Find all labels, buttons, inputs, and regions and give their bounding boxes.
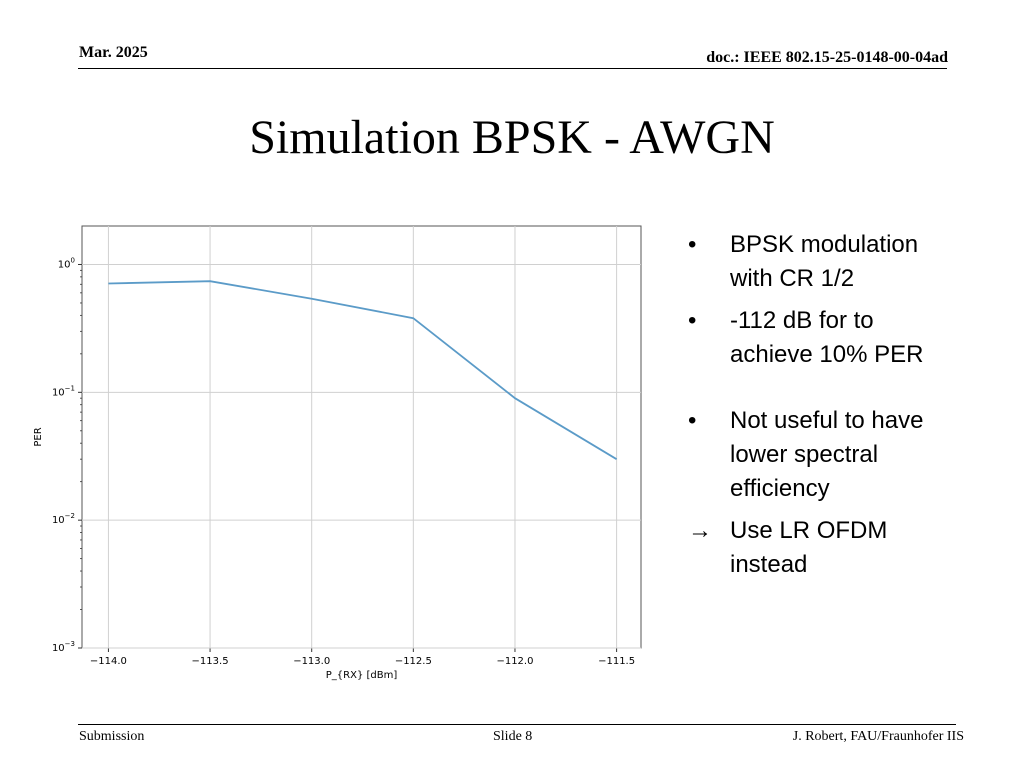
x-tick-label: −113.5 xyxy=(192,656,229,667)
bullet-item: • -112 dB for to achieve 10% PER xyxy=(688,304,958,372)
x-gridlines xyxy=(107,226,618,652)
bullet-item: → Use LR OFDM instead xyxy=(688,514,958,582)
plot-area xyxy=(81,225,642,649)
y-tick-label: 10−3 xyxy=(52,640,75,654)
y-tick-label: 10−2 xyxy=(52,512,75,526)
per-series-line xyxy=(108,280,618,460)
bullet-text: Use LR OFDM instead xyxy=(730,517,888,578)
x-tick-label: −114.0 xyxy=(90,656,127,667)
header-rule xyxy=(78,68,947,69)
x-tick-label: −112.5 xyxy=(395,656,432,667)
footer-author: J. Robert, FAU/Fraunhofer IIS xyxy=(792,729,964,744)
slide-title: Simulation BPSK - AWGN xyxy=(249,111,775,164)
bullet-text: BPSK modulation with CR 1/2 xyxy=(730,231,919,292)
footer-submission: Submission xyxy=(79,729,145,744)
x-axis-label: P_{RX} [dBm] xyxy=(326,670,398,681)
footer-rule xyxy=(78,724,956,725)
arrow-right-icon: → xyxy=(688,517,712,544)
x-tick-label: −113.0 xyxy=(293,656,330,667)
x-tick-labels: −114.0 −113.5 −113.0 −112.5 −112.0 −111.5 xyxy=(90,656,635,667)
y-tick-label: 100 xyxy=(58,256,75,270)
y-gridlines xyxy=(78,263,641,649)
bullet-marker: • xyxy=(688,231,697,258)
bullet-marker: • xyxy=(688,307,697,334)
bullet-marker: • xyxy=(688,407,697,434)
bullet-list: • BPSK modulation with CR 1/2 • -112 dB … xyxy=(688,228,958,582)
y-tick-label: 10−1 xyxy=(52,384,75,398)
y-tick-labels: 100 10−1 10−2 10−3 xyxy=(52,256,75,654)
footer-slide-number: Slide 8 xyxy=(493,729,533,744)
bullet-item: • BPSK modulation with CR 1/2 xyxy=(688,228,958,296)
bullet-text: Not useful to have lower spectral effici… xyxy=(730,407,924,502)
header-date: Mar. 2025 xyxy=(79,44,148,61)
x-tick-label: −112.0 xyxy=(496,656,533,667)
header-doc-id: doc.: IEEE 802.15-25-0148-00-04ad xyxy=(706,49,948,66)
x-tick-label: −111.5 xyxy=(598,656,635,667)
bullet-text: -112 dB for to achieve 10% PER xyxy=(730,307,924,368)
y-axis-label: PER xyxy=(33,427,44,446)
bullet-item: • Not useful to have lower spectral effi… xyxy=(688,404,958,506)
